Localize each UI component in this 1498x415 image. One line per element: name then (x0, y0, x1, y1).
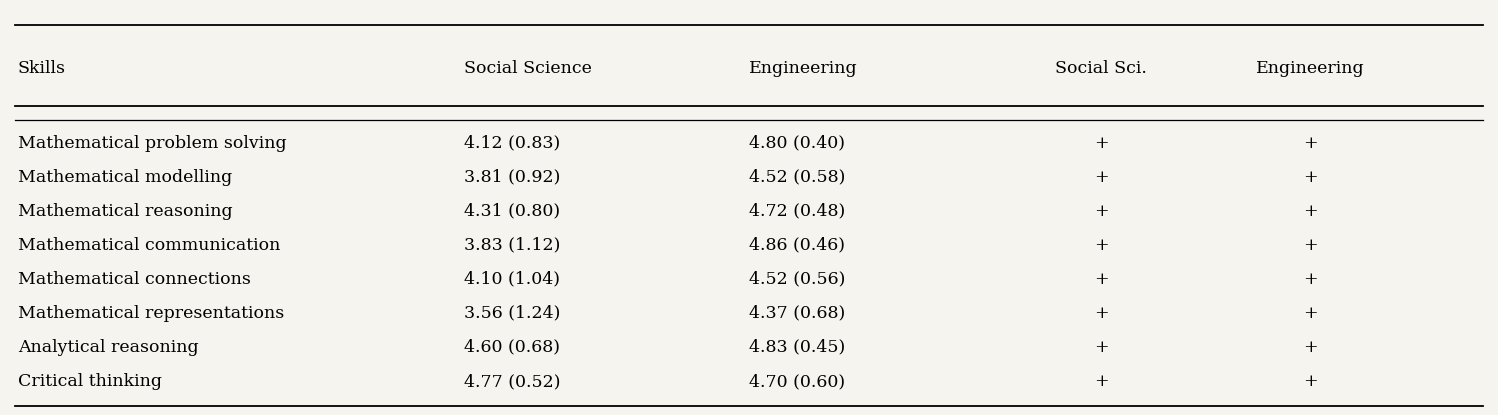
Text: 4.60 (0.68): 4.60 (0.68) (464, 339, 560, 356)
Text: 4.10 (1.04): 4.10 (1.04) (464, 271, 560, 288)
Text: +: + (1303, 169, 1318, 186)
Text: +: + (1094, 169, 1109, 186)
Text: +: + (1094, 373, 1109, 390)
Text: +: + (1303, 373, 1318, 390)
Text: +: + (1303, 271, 1318, 288)
Text: Social Sci.: Social Sci. (1055, 60, 1147, 77)
Text: 3.83 (1.12): 3.83 (1.12) (464, 237, 560, 254)
Text: +: + (1094, 339, 1109, 356)
Text: Critical thinking: Critical thinking (18, 373, 162, 390)
Text: 4.31 (0.80): 4.31 (0.80) (464, 203, 560, 220)
Text: Mathematical connections: Mathematical connections (18, 271, 250, 288)
Text: 4.72 (0.48): 4.72 (0.48) (749, 203, 845, 220)
Text: +: + (1094, 305, 1109, 322)
Text: Analytical reasoning: Analytical reasoning (18, 339, 199, 356)
Text: +: + (1303, 237, 1318, 254)
Text: 4.52 (0.58): 4.52 (0.58) (749, 169, 845, 186)
Text: Mathematical reasoning: Mathematical reasoning (18, 203, 232, 220)
Text: 4.37 (0.68): 4.37 (0.68) (749, 305, 845, 322)
Text: Mathematical problem solving: Mathematical problem solving (18, 135, 286, 151)
Text: +: + (1303, 305, 1318, 322)
Text: Mathematical modelling: Mathematical modelling (18, 169, 232, 186)
Text: Mathematical representations: Mathematical representations (18, 305, 285, 322)
Text: +: + (1094, 271, 1109, 288)
Text: Mathematical communication: Mathematical communication (18, 237, 280, 254)
Text: 4.70 (0.60): 4.70 (0.60) (749, 373, 845, 390)
Text: 4.80 (0.40): 4.80 (0.40) (749, 135, 845, 151)
Text: 4.12 (0.83): 4.12 (0.83) (464, 135, 560, 151)
Text: +: + (1303, 135, 1318, 151)
Text: +: + (1094, 135, 1109, 151)
Text: Social Science: Social Science (464, 60, 592, 77)
Text: Engineering: Engineering (749, 60, 858, 77)
Text: 4.83 (0.45): 4.83 (0.45) (749, 339, 845, 356)
Text: Engineering: Engineering (1257, 60, 1365, 77)
Text: 3.81 (0.92): 3.81 (0.92) (464, 169, 560, 186)
Text: 4.52 (0.56): 4.52 (0.56) (749, 271, 845, 288)
Text: 3.56 (1.24): 3.56 (1.24) (464, 305, 560, 322)
Text: Skills: Skills (18, 60, 66, 77)
Text: +: + (1094, 203, 1109, 220)
Text: +: + (1303, 339, 1318, 356)
Text: +: + (1094, 237, 1109, 254)
Text: 4.77 (0.52): 4.77 (0.52) (464, 373, 560, 390)
Text: 4.86 (0.46): 4.86 (0.46) (749, 237, 845, 254)
Text: +: + (1303, 203, 1318, 220)
